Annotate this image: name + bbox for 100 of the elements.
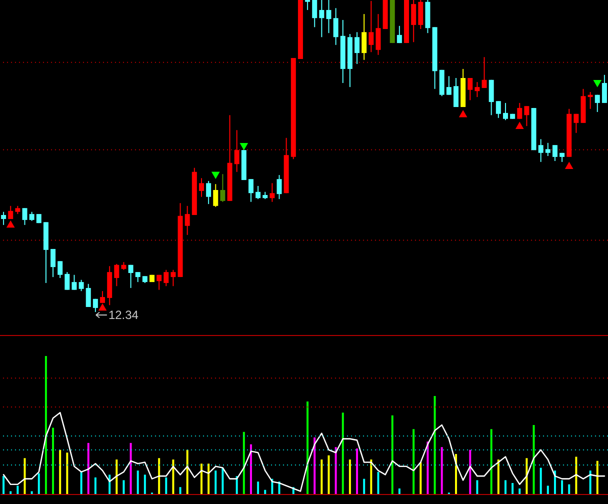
bar — [546, 486, 549, 494]
bar — [490, 429, 492, 494]
candlestick — [86, 283, 91, 308]
bar — [412, 429, 415, 494]
candlestick — [524, 106, 530, 127]
bar — [38, 473, 40, 494]
bar — [596, 460, 598, 494]
candlestick — [446, 76, 452, 96]
bar — [504, 480, 506, 494]
candlestick — [488, 79, 494, 116]
candlestick — [135, 272, 140, 283]
candlestick — [22, 208, 28, 226]
bar — [222, 468, 224, 494]
candlestick — [220, 174, 226, 202]
bar — [200, 464, 202, 494]
candlestick — [588, 92, 593, 110]
candlestick — [156, 274, 162, 290]
bar — [575, 456, 578, 494]
candlestick — [58, 260, 63, 278]
bar — [66, 452, 68, 494]
bar — [540, 468, 542, 494]
candlestick — [92, 298, 98, 312]
bar — [328, 455, 330, 494]
bar — [440, 447, 443, 494]
bar — [242, 432, 245, 494]
bar — [186, 450, 188, 494]
candlestick — [305, 0, 310, 10]
bar — [214, 470, 217, 494]
bar — [80, 472, 82, 494]
bar — [420, 462, 422, 494]
candlestick — [114, 263, 120, 287]
bar — [370, 460, 372, 494]
bar — [398, 488, 400, 494]
bar — [476, 480, 478, 494]
bar — [87, 442, 90, 494]
point — [240, 143, 248, 150]
bar — [518, 488, 521, 494]
point — [6, 220, 15, 228]
annotation: 12.34 — [108, 308, 139, 322]
bar — [342, 412, 344, 494]
bar — [391, 415, 394, 494]
bar — [377, 472, 380, 494]
bar — [44, 356, 47, 494]
candlestick — [164, 269, 169, 287]
candlestick — [1, 211, 6, 226]
candlestick — [170, 269, 176, 287]
bar — [16, 486, 19, 494]
bar — [426, 442, 429, 494]
candlestick — [234, 130, 240, 172]
bar — [257, 482, 260, 494]
point — [98, 303, 107, 311]
candlestick — [128, 264, 134, 288]
candlestick — [184, 205, 190, 236]
bar — [94, 477, 96, 494]
bar — [172, 460, 174, 494]
candlestick — [206, 180, 212, 205]
bar — [334, 447, 337, 494]
bar — [24, 458, 26, 494]
point — [211, 172, 220, 179]
bar — [158, 458, 160, 494]
candlestick — [50, 248, 56, 278]
bar — [363, 478, 366, 494]
bar — [2, 476, 5, 494]
bar — [320, 460, 323, 494]
candlestick — [545, 142, 550, 156]
candlestick — [517, 102, 522, 120]
bar — [561, 480, 564, 494]
candlestick — [454, 78, 458, 108]
bar — [434, 396, 436, 494]
candlestick — [538, 138, 544, 162]
candlestick — [482, 56, 487, 88]
point — [515, 122, 524, 130]
bar — [10, 491, 12, 494]
candlestick — [468, 78, 473, 101]
bar — [136, 470, 139, 494]
candlestick — [574, 113, 579, 134]
candlestick — [418, 0, 424, 30]
candlestick — [64, 272, 70, 290]
candlestick — [198, 178, 204, 198]
point — [564, 162, 574, 169]
candlestick — [248, 178, 254, 202]
bar — [144, 474, 146, 494]
bar — [122, 480, 125, 494]
candlestick — [312, 0, 318, 28]
bar — [306, 402, 309, 494]
candlestick — [474, 82, 480, 98]
bar — [52, 428, 54, 494]
candlestick — [411, 0, 416, 43]
candlestick — [276, 174, 282, 200]
candlestick — [319, 0, 324, 38]
bar — [250, 444, 252, 494]
bar — [116, 460, 118, 494]
bar — [165, 477, 168, 494]
bar — [208, 464, 210, 494]
bar — [59, 450, 62, 494]
candlestick — [368, 0, 374, 53]
candlestick — [333, 8, 338, 46]
bar — [348, 460, 351, 494]
bar — [314, 437, 316, 494]
bar — [179, 487, 182, 494]
